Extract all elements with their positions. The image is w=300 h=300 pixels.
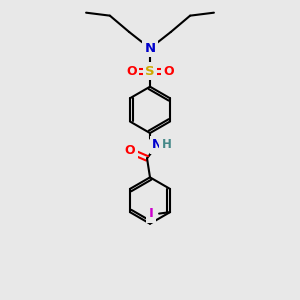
Text: N: N — [152, 138, 163, 151]
Text: O: O — [126, 65, 137, 78]
Text: H: H — [161, 138, 171, 151]
Text: O: O — [124, 144, 135, 158]
Text: S: S — [145, 65, 155, 78]
Text: N: N — [144, 42, 156, 55]
Text: O: O — [163, 65, 174, 78]
Text: I: I — [148, 207, 153, 220]
